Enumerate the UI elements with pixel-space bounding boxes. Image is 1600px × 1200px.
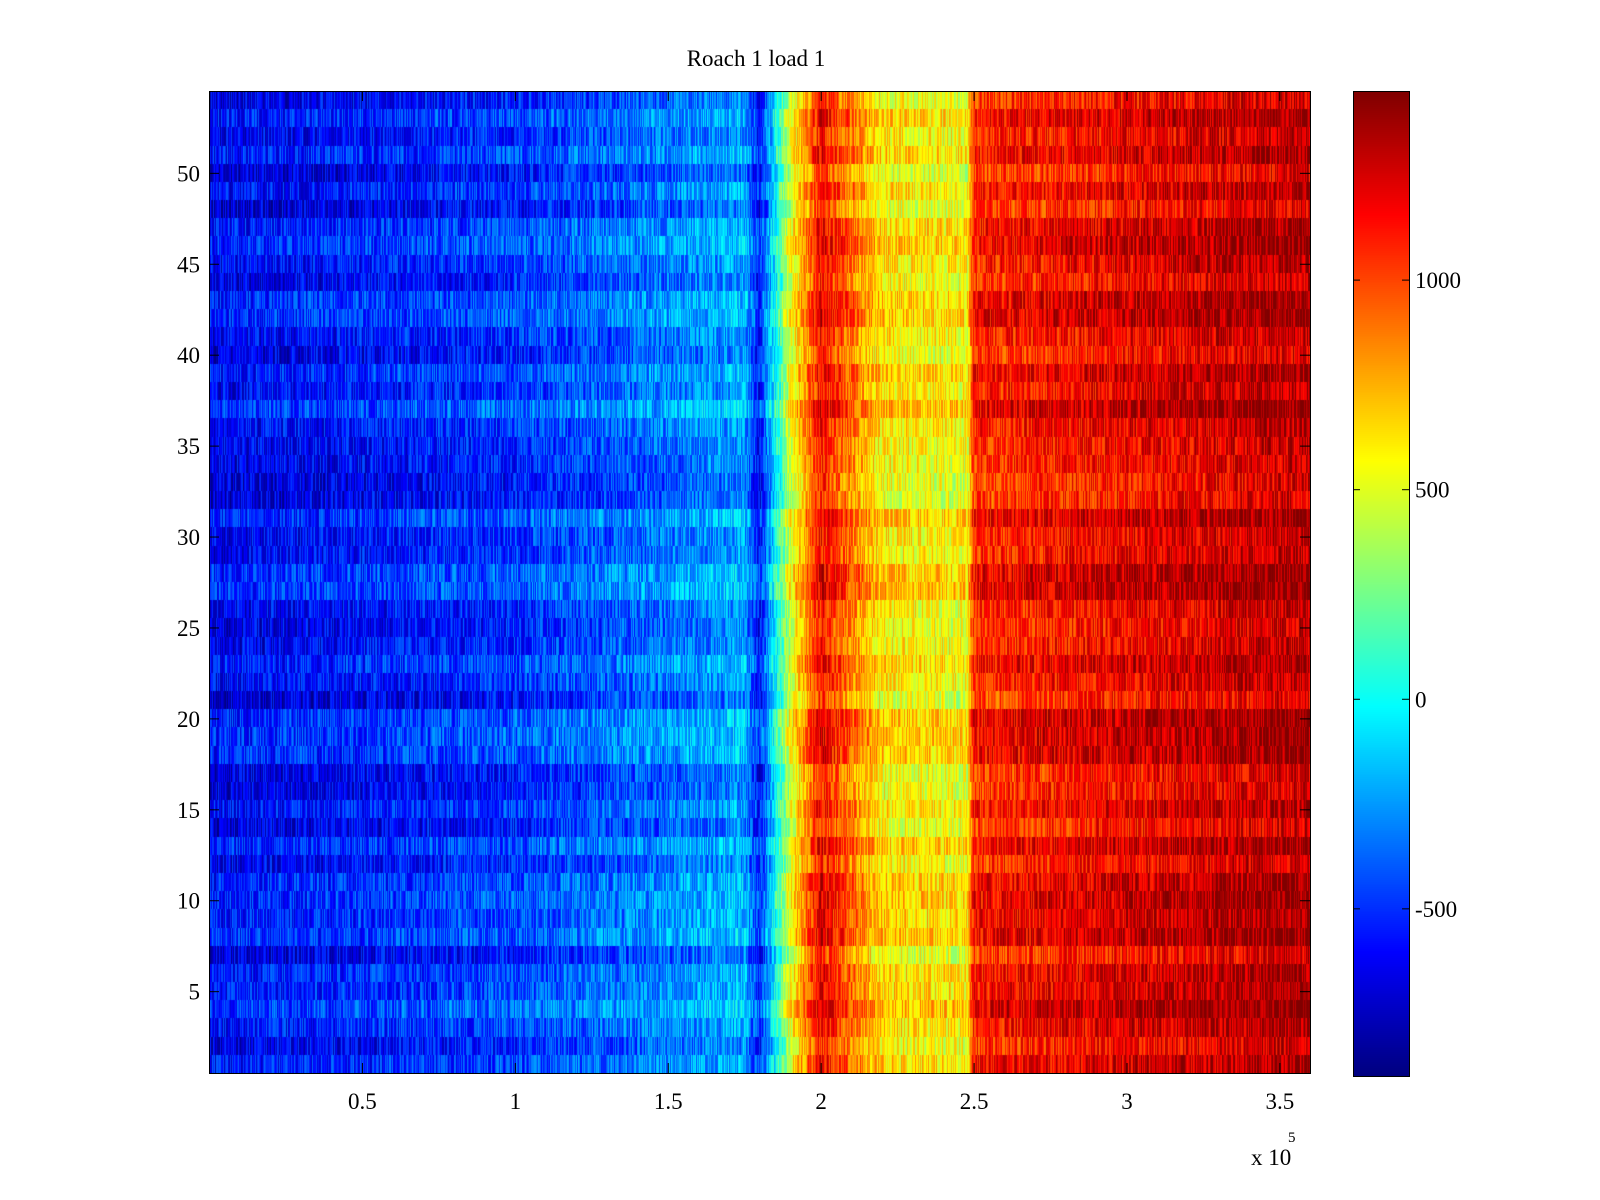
x-tick-label: 2.5 [960,1089,989,1114]
y-tick-label: 25 [177,616,200,641]
x-tick-label: 0.5 [348,1089,377,1114]
colorbar-tick-label: 500 [1415,478,1450,503]
x-tick-label: 2 [815,1089,827,1114]
x-tick-label: 1 [510,1089,522,1114]
y-tick-label: 15 [177,798,200,823]
y-tick-label: 5 [189,980,201,1005]
colorbar-tick-label: 1000 [1415,268,1461,293]
y-tick-label: 40 [177,343,200,368]
y-tick-label: 30 [177,525,200,550]
heatmap-image [209,91,1310,1073]
y-tick-label: 50 [177,161,200,186]
colorbar-image [1353,91,1409,1076]
colorbar-axis: -500 0 500 1000 [1353,268,1461,922]
colorbar-tick-label: 0 [1415,687,1427,712]
y-tick-label: 10 [177,889,200,914]
plot-frame [209,91,1311,1074]
y-axis: 5 10 15 20 25 30 35 40 45 50 [177,161,1310,1005]
x-tick-label: 1.5 [654,1089,683,1114]
colorbar-tick-label: -500 [1415,897,1457,922]
x-exponent-base: x 10 [1251,1145,1291,1170]
x-axis: 0.5 1 1.5 2 2.5 3 3.5 [348,91,1294,1114]
x-tick-label: 3.5 [1266,1089,1295,1114]
chart-title: Roach 1 load 1 [687,46,826,71]
y-tick-label: 45 [177,252,200,277]
colorbar-frame [1353,91,1410,1077]
x-tick-label: 3 [1121,1089,1133,1114]
y-tick-label: 35 [177,434,200,459]
x-exponent-power: 5 [1288,1130,1296,1146]
y-tick-label: 20 [177,707,200,732]
